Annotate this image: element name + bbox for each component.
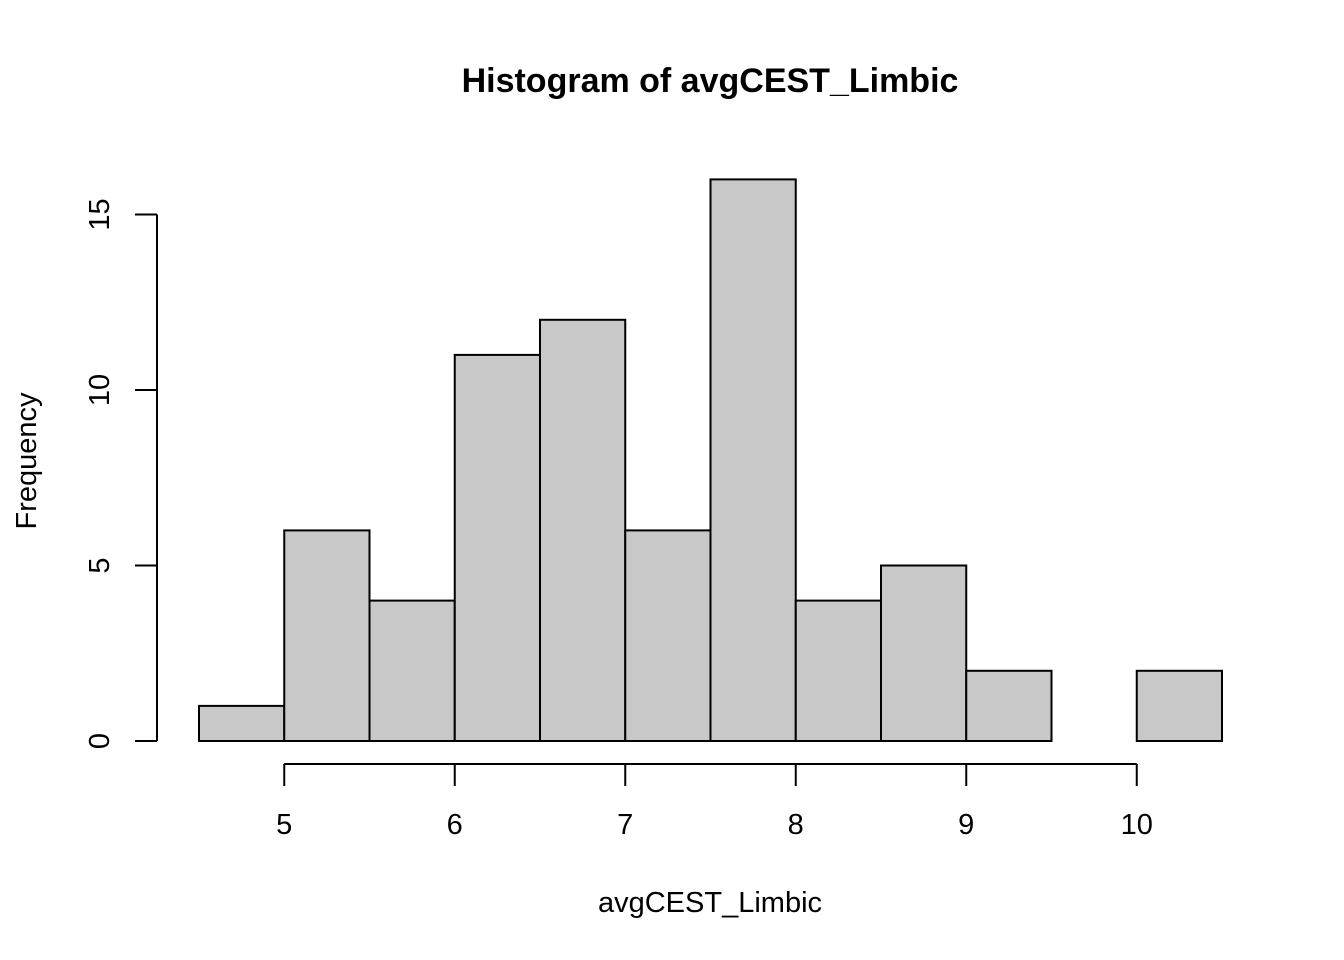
histogram-bar xyxy=(880,564,968,742)
histogram-bar xyxy=(453,353,541,742)
x-tick-label: 8 xyxy=(788,809,804,841)
histogram-bar xyxy=(624,529,712,743)
histogram-bar xyxy=(539,318,627,742)
histogram-bar xyxy=(709,178,797,742)
y-tick-label: 0 xyxy=(84,733,116,749)
x-tick-label: 6 xyxy=(447,809,463,841)
histogram-bar xyxy=(198,704,286,743)
x-axis: 5 6 7 8 9 10 xyxy=(276,763,1153,841)
x-axis-label: avgCEST_Limbic xyxy=(598,887,822,919)
histogram-bar xyxy=(283,529,371,743)
y-tick-label: 15 xyxy=(84,198,116,230)
y-tick-label: 5 xyxy=(84,557,116,573)
x-tick-label: 10 xyxy=(1121,809,1153,841)
x-tick-label: 9 xyxy=(958,809,974,841)
x-tick-label: 5 xyxy=(276,809,292,841)
y-axis-label: Frequency xyxy=(11,392,43,530)
y-axis: 0 5 10 15 xyxy=(84,198,158,749)
bars-group xyxy=(198,178,1223,743)
chart-title: Histogram of avgCEST_Limbic xyxy=(462,62,959,100)
histogram-bar xyxy=(368,599,456,742)
x-tick-label: 7 xyxy=(617,809,633,841)
histogram-bar xyxy=(1135,669,1223,742)
histogram-bar xyxy=(965,669,1053,742)
histogram-bar xyxy=(794,599,882,742)
y-tick-label: 10 xyxy=(84,374,116,406)
